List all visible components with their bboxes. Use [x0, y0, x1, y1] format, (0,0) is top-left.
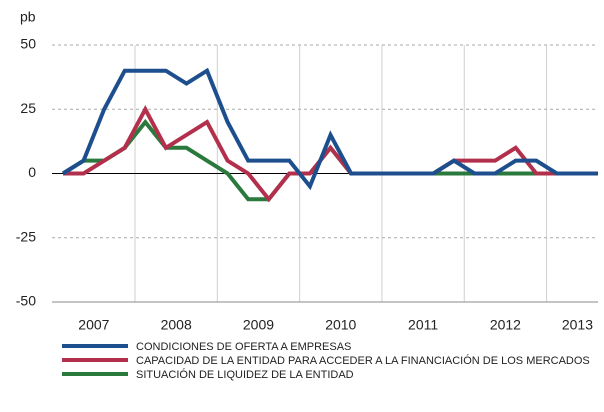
x-tick-label: 2008	[161, 317, 192, 333]
x-tick-label: 2012	[490, 317, 521, 333]
x-tick-label: 2009	[243, 317, 274, 333]
y-tick-label: 0	[28, 164, 36, 180]
series-line	[61, 67, 598, 191]
x-tick-label: 2013	[562, 317, 593, 333]
y-tick-label: -50	[16, 293, 36, 309]
y-tick-label: 50	[20, 36, 36, 52]
legend-label: CONDICIONES DE OFERTA A EMPRESAS	[136, 341, 351, 353]
y-tick-label: -25	[16, 228, 36, 244]
series-line	[63, 105, 598, 203]
x-tick-label: 2007	[78, 317, 109, 333]
legend-label: SITUACIÓN DE LIQUIDEZ DE LA ENTIDAD	[136, 368, 354, 381]
legend-label: CAPACIDAD DE LA ENTIDAD PARA ACCEDER A L…	[136, 354, 590, 367]
x-tick-label: 2011	[408, 317, 438, 333]
x-tick-label: 2010	[325, 317, 356, 333]
y-tick-label: 25	[20, 100, 36, 116]
y-unit: pb	[20, 9, 36, 25]
